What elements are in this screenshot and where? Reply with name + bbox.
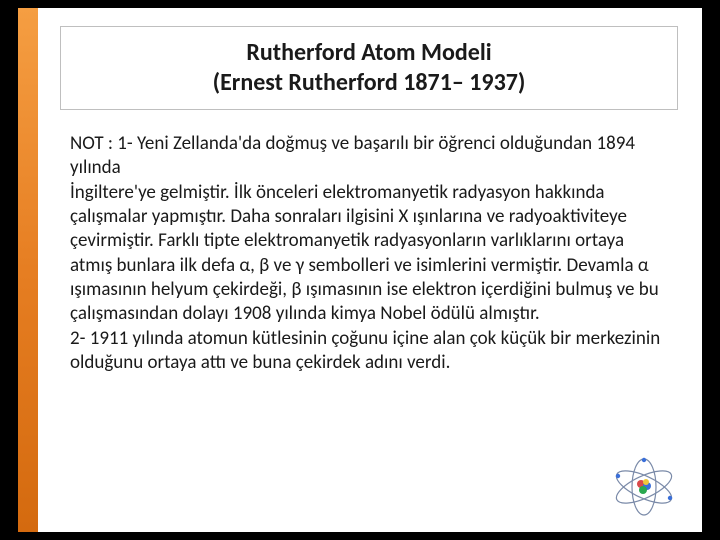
slide: Rutherford Atom Modeli (Ernest Rutherfor…: [18, 8, 702, 532]
title-line-1: Rutherford Atom Modeli: [246, 38, 491, 68]
body-text: NOT : 1- Yeni Zellanda'da doğmuş ve başa…: [70, 132, 668, 375]
title-line-2: (Ernest Rutherford 1871– 1937): [213, 68, 526, 98]
atom-icon: [608, 456, 680, 518]
accent-bar: [18, 8, 38, 532]
body-box: NOT : 1- Yeni Zellanda'da doğmuş ve başa…: [60, 124, 678, 514]
title-box: Rutherford Atom Modeli (Ernest Rutherfor…: [60, 26, 678, 110]
